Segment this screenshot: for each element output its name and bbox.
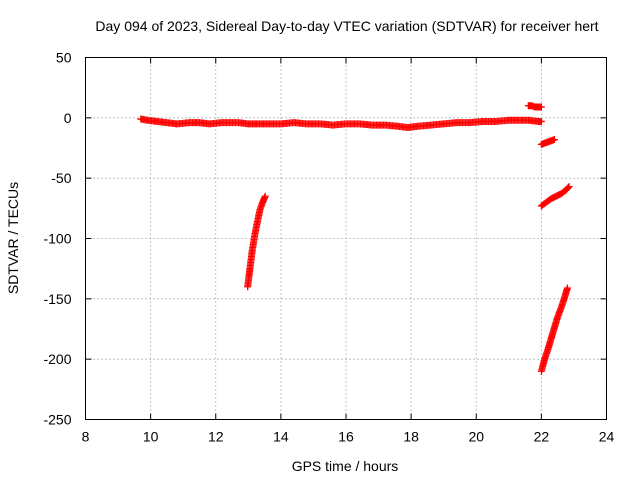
series-segment-5 — [537, 183, 573, 210]
data-point — [537, 103, 545, 111]
x-tick-label: 24 — [599, 429, 615, 445]
y-tick-label: 0 — [64, 110, 72, 126]
x-tick-label: 12 — [208, 429, 224, 445]
points-layer — [137, 102, 573, 375]
data-point — [564, 184, 572, 192]
data-point — [565, 183, 573, 191]
plot-frame — [85, 57, 607, 420]
data-point — [261, 192, 269, 200]
y-axis-label: SDTVAR / TECUs — [5, 182, 21, 294]
y-tick-label: 50 — [56, 50, 72, 66]
x-tick-label: 20 — [468, 429, 484, 445]
y-tick-label: -250 — [43, 412, 71, 428]
y-tick-label: -150 — [43, 291, 71, 307]
y-tick-label: -200 — [43, 351, 71, 367]
axis-layer: 8 10 12 14 16 18 20 22 24 -250 -200 -150 -100 -50 0 50 — [43, 50, 614, 445]
data-point — [563, 284, 571, 292]
y-tick-label: -50 — [51, 170, 71, 186]
series-segment-3 — [244, 192, 269, 291]
series-main-track — [137, 115, 545, 131]
chart-title: Day 094 of 2023, Sidereal Day-to-day VTE… — [95, 18, 598, 34]
x-tick-label: 22 — [534, 429, 550, 445]
series-segment-4 — [537, 136, 558, 148]
data-point — [550, 136, 558, 144]
series-segment-6 — [537, 284, 571, 375]
series-segment-2 — [524, 102, 545, 111]
x-tick-label: 14 — [273, 429, 289, 445]
x-tick-label: 16 — [338, 429, 354, 445]
grid-layer — [85, 57, 607, 420]
x-tick-label: 18 — [403, 429, 419, 445]
data-point — [537, 117, 545, 125]
x-tick-label: 8 — [82, 429, 90, 445]
x-tick-label: 10 — [143, 429, 159, 445]
x-axis-label: GPS time / hours — [292, 458, 399, 474]
y-tick-label: -100 — [43, 231, 71, 247]
